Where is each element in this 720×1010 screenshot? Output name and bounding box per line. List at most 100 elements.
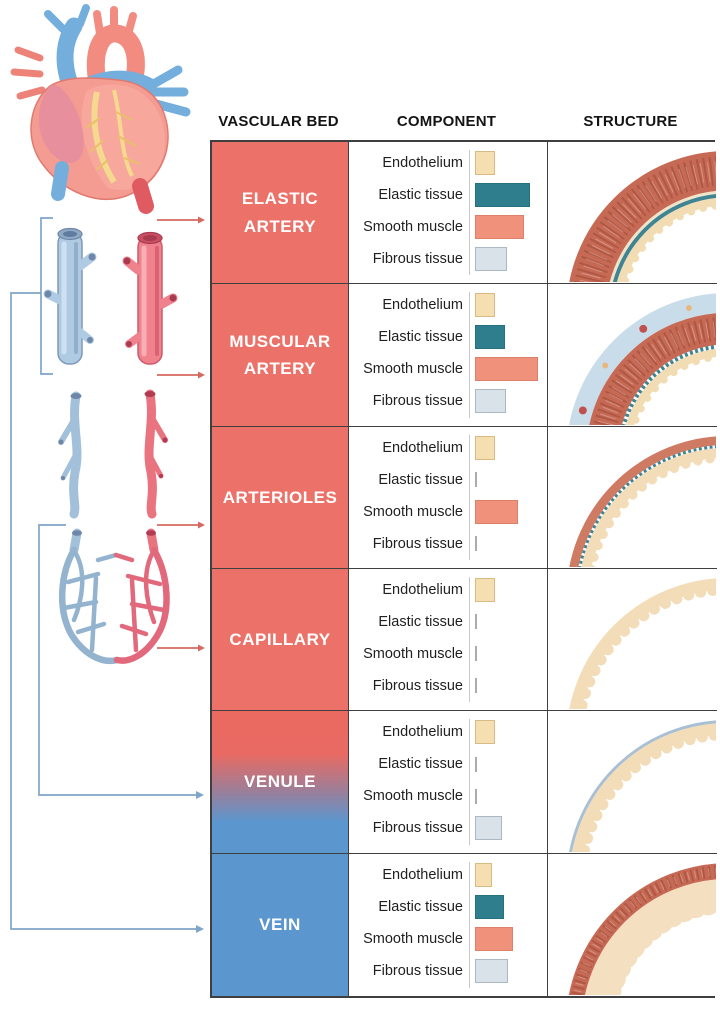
venule-arrowhead-icon (196, 791, 204, 799)
vascular-bed-table: ELASTIC ARTERY Endothelium Elastic tissue S… (210, 140, 717, 998)
component-bar-arterioles (475, 435, 495, 460)
vascular-bed-cell-venule: VENULE (212, 711, 349, 854)
component-cell-muscular-artery: Endothelium Elastic tissue Smooth muscle Fi… (349, 284, 548, 427)
component-bar-area (471, 215, 547, 239)
component-zero-mark (475, 756, 477, 772)
component-label: Smooth muscle (363, 930, 463, 947)
structure-arc-arterioles (569, 436, 716, 567)
component-axis-line (469, 150, 470, 276)
component-cell-venule: Endothelium Elastic tissue Smooth muscle Fi… (349, 711, 548, 854)
structure-cell-elastic-artery (548, 142, 717, 285)
component-row-venule: Elastic tissue (349, 748, 547, 780)
component-label: Endothelium (382, 297, 463, 314)
component-bar-muscular-artery (475, 357, 538, 382)
component-bar-area (471, 894, 547, 919)
component-bar-area (471, 247, 547, 271)
component-bar-elastic-artery (475, 183, 530, 207)
header-structure: STRUCTURE (583, 112, 678, 130)
arteriole-branches-illustration (144, 389, 168, 519)
component-row-vein: Smooth muscle (349, 923, 547, 955)
component-bar-area (471, 357, 547, 382)
component-axis-line (469, 861, 470, 988)
component-bar-area (471, 577, 547, 602)
component-bar-area (471, 151, 547, 175)
component-bar-area (471, 862, 547, 887)
component-cell-arterioles: Endothelium Elastic tissue Smooth muscle Fi… (349, 426, 548, 569)
component-row-elastic-artery: Fibrous tissue (349, 243, 547, 275)
component-row-muscular-artery: Elastic tissue (349, 321, 547, 353)
component-label: Smooth muscle (363, 645, 463, 662)
component-zero-mark (475, 788, 477, 804)
structure-cell-muscular-artery (548, 284, 717, 427)
component-label: Elastic tissue (378, 329, 463, 346)
component-row-muscular-artery: Smooth muscle (349, 353, 547, 385)
vascular-bed-label-vein: VEIN (259, 915, 301, 935)
table-header: VASCULAR BED COMPONENT STRUCTURE (210, 103, 715, 139)
component-label: Endothelium (382, 155, 463, 171)
component-bar-vein (475, 894, 504, 919)
component-bar-area (471, 646, 547, 662)
component-row-venule: Endothelium (349, 716, 547, 748)
component-bar-area (471, 926, 547, 951)
component-row-muscular-artery: Fibrous tissue (349, 385, 547, 417)
component-row-venule: Smooth muscle (349, 780, 547, 812)
vein-trunk-illustration (43, 227, 97, 365)
component-label: Endothelium (382, 866, 463, 883)
structure-arc-vein (568, 863, 716, 995)
vascular-bed-cell-capillary: CAPILLARY (212, 568, 349, 712)
component-label: Elastic tissue (378, 613, 463, 630)
circulation-illustration (10, 4, 205, 933)
component-bar-area (471, 720, 547, 745)
component-label: Fibrous tissue (372, 677, 463, 694)
component-bar-muscular-artery (475, 325, 505, 350)
component-bar-vein (475, 926, 513, 951)
structure-cell-arterioles (548, 426, 717, 569)
component-row-elastic-artery: Elastic tissue (349, 179, 547, 211)
structure-cell-venule (548, 711, 717, 854)
component-label: Endothelium (382, 581, 463, 598)
component-row-arterioles: Endothelium (349, 432, 547, 464)
component-bar-area (471, 788, 547, 804)
vascular-bed-cell-muscular-artery: MUSCULAR ARTERY (212, 284, 349, 427)
component-label: Elastic tissue (378, 471, 463, 488)
capillary-network-illustration (59, 528, 170, 665)
venule-branches-illustration (58, 391, 82, 519)
component-zero-mark (475, 614, 477, 630)
component-bar-area (471, 325, 547, 350)
component-label: Fibrous tissue (372, 962, 463, 979)
component-bar-area (471, 614, 547, 630)
component-bar-area (471, 536, 547, 552)
structure-arc-venule (569, 720, 716, 852)
component-axis-line (469, 576, 470, 703)
component-bar-muscular-artery (475, 389, 506, 414)
component-row-arterioles: Fibrous tissue (349, 528, 547, 560)
structure-arc-muscular-artery (569, 293, 716, 425)
component-label: Elastic tissue (378, 187, 463, 203)
heart-illustration (10, 4, 191, 214)
component-cell-vein: Endothelium Elastic tissue Smooth muscle Fi… (349, 853, 548, 996)
component-label: Endothelium (382, 724, 463, 741)
component-label: Smooth muscle (363, 219, 463, 235)
component-bar-vein (475, 958, 508, 983)
component-row-vein: Fibrous tissue (349, 955, 547, 987)
component-zero-mark (475, 472, 477, 488)
component-cell-capillary: Endothelium Elastic tissue Smooth muscle Fi… (349, 568, 548, 712)
component-bar-vein (475, 862, 492, 887)
component-row-venule: Fibrous tissue (349, 812, 547, 844)
component-bar-area (471, 958, 547, 983)
structure-cell-vein (548, 853, 717, 996)
component-row-vein: Endothelium (349, 859, 547, 891)
component-bar-muscular-artery (475, 293, 495, 318)
component-axis-line (469, 292, 470, 418)
header-component: COMPONENT (396, 112, 497, 130)
component-zero-mark (475, 536, 477, 552)
component-bar-area (471, 756, 547, 772)
vascular-bed-label-venule: VENULE (244, 772, 316, 792)
component-row-capillary: Smooth muscle (349, 638, 547, 670)
structure-arc-capillary (569, 578, 716, 710)
component-bar-area (471, 499, 547, 524)
component-row-muscular-artery: Endothelium (349, 289, 547, 321)
vascular-bed-label-capillary: CAPILLARY (229, 630, 331, 650)
component-label: Fibrous tissue (372, 393, 463, 410)
